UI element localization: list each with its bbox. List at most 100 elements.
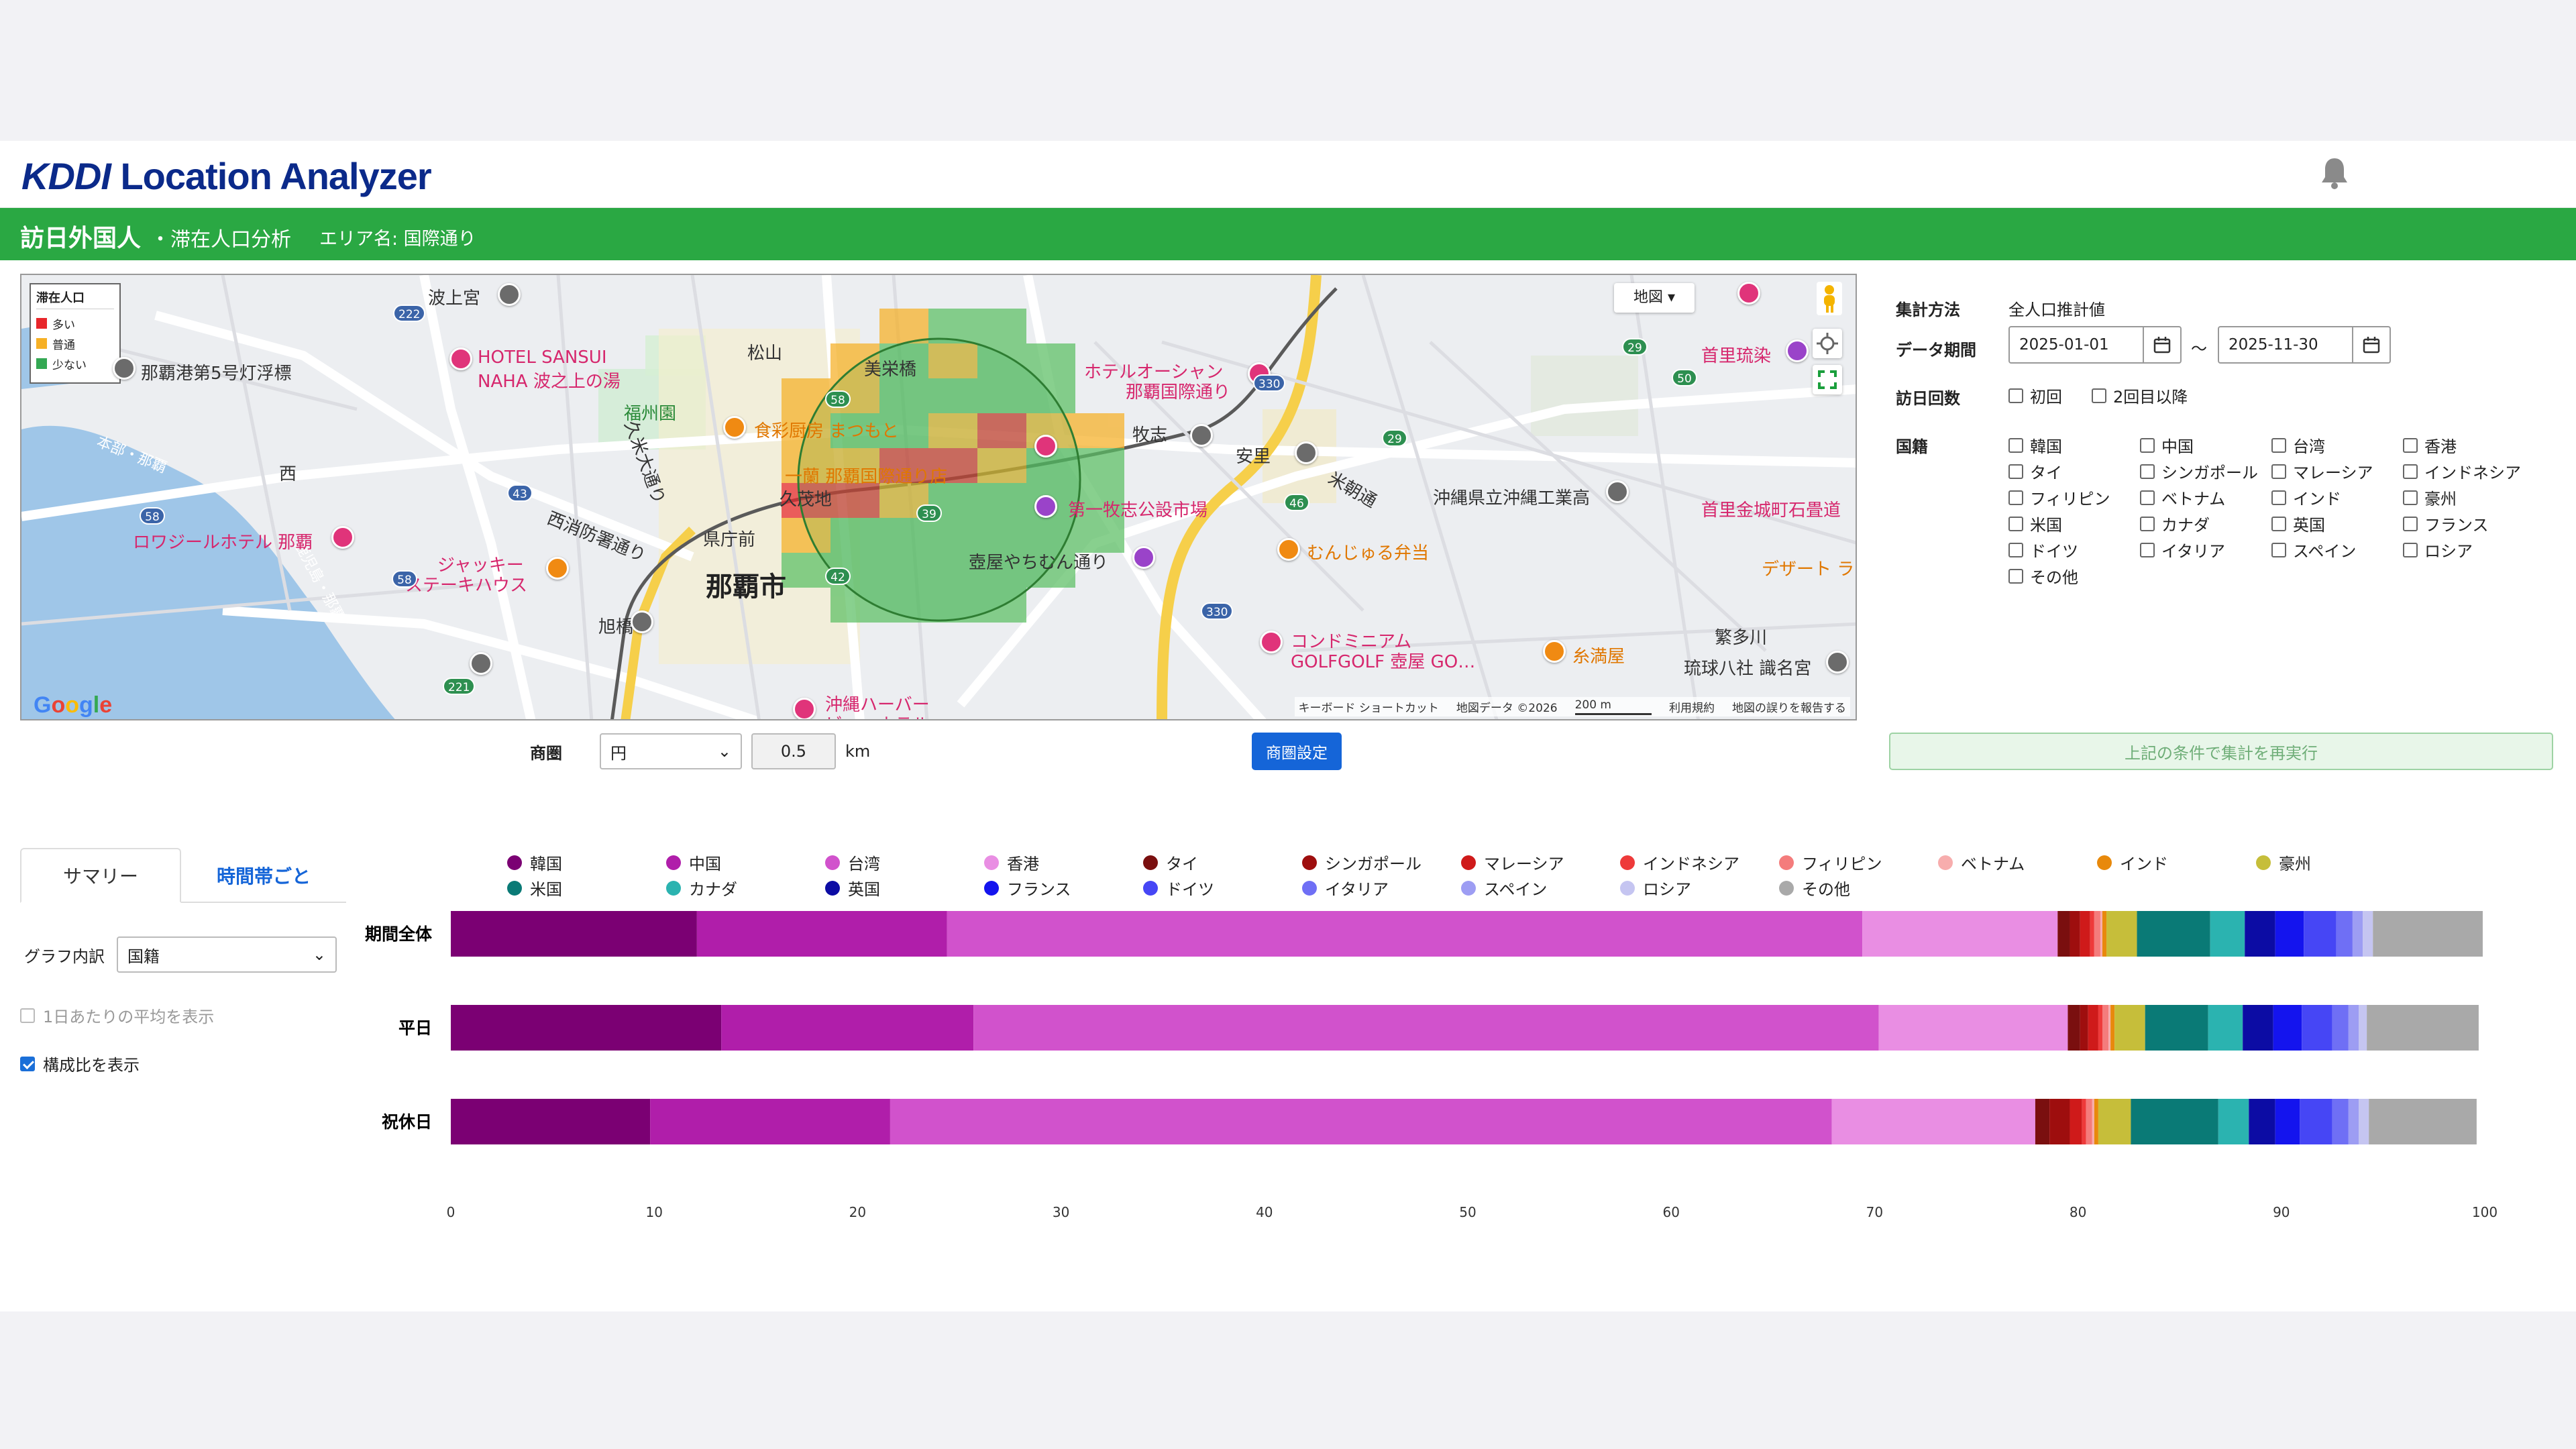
nationality-checkbox[interactable]: 豪州 xyxy=(2403,486,2457,509)
shrine-pin-icon[interactable] xyxy=(498,283,521,306)
lighthouse-pin-icon[interactable] xyxy=(113,357,136,380)
legend-entry[interactable]: ドイツ xyxy=(1143,876,1214,900)
hotel-pin-icon[interactable] xyxy=(449,347,472,370)
radius-input[interactable]: 0.5 xyxy=(751,733,836,769)
legend-entry[interactable]: 韓国 xyxy=(507,851,562,874)
bar-segment[interactable] xyxy=(2114,1005,2145,1051)
legend-entry[interactable]: その他 xyxy=(1779,876,1850,900)
bar-segment[interactable] xyxy=(2137,911,2210,957)
legend-entry[interactable]: カナダ xyxy=(666,876,737,900)
checkbox-box[interactable] xyxy=(2140,490,2155,505)
checkbox-box[interactable] xyxy=(2271,542,2286,557)
checkbox-box[interactable] xyxy=(2092,388,2106,403)
bar-segment[interactable] xyxy=(2102,911,2107,957)
bar-segment[interactable] xyxy=(2098,1099,2131,1144)
nationality-checkbox[interactable]: ドイツ xyxy=(2008,538,2078,561)
bar-segment[interactable] xyxy=(2080,911,2090,957)
checkbox-box[interactable] xyxy=(2271,516,2286,531)
bar-segment[interactable] xyxy=(947,911,1863,957)
bar-segment[interactable] xyxy=(2363,911,2373,957)
legend-entry[interactable]: フィリピン xyxy=(1779,851,1882,874)
checkbox-box[interactable] xyxy=(2403,464,2418,479)
legend-entry[interactable]: シンガポール xyxy=(1302,851,1421,874)
bar-segment[interactable] xyxy=(2098,1005,2102,1051)
nationality-checkbox[interactable]: フィリピン xyxy=(2008,486,2110,509)
report-error-link[interactable]: 地図の誤りを報告する xyxy=(1732,702,1846,715)
legend-entry[interactable]: スペイン xyxy=(1461,876,1547,900)
bar-segment[interactable] xyxy=(2348,1099,2359,1144)
legend-entry[interactable]: 香港 xyxy=(984,851,1039,874)
bar-segment[interactable] xyxy=(2070,1099,2082,1144)
restaurant-pin-icon[interactable] xyxy=(1543,640,1566,663)
legend-entry[interactable]: 米国 xyxy=(507,876,562,900)
bar-segment[interactable] xyxy=(2243,1005,2273,1051)
bar-segment[interactable] xyxy=(2082,1099,2086,1144)
bar-segment[interactable] xyxy=(2094,911,2100,957)
nationality-checkbox[interactable]: イタリア xyxy=(2140,538,2225,561)
shop-pin-icon[interactable] xyxy=(1786,339,1809,362)
bar-segment[interactable] xyxy=(2218,1099,2249,1144)
restaurant-pin-icon[interactable] xyxy=(1277,538,1300,561)
bar-segment[interactable] xyxy=(2275,1099,2300,1144)
bar-segment[interactable] xyxy=(2352,911,2363,957)
hotel-pin-icon[interactable] xyxy=(793,698,816,719)
nationality-checkbox[interactable]: シンガポール xyxy=(2140,460,2258,483)
nationality-checkbox[interactable]: ベトナム xyxy=(2140,486,2225,509)
bar-segment[interactable] xyxy=(451,911,697,957)
bar-segment[interactable] xyxy=(2131,1099,2218,1144)
checkbox-box[interactable] xyxy=(2008,437,2023,453)
shop-pin-icon[interactable] xyxy=(1132,546,1155,569)
keyboard-shortcuts-link[interactable]: キーボード ショートカット xyxy=(1298,702,1439,715)
tab-summary[interactable]: サマリー xyxy=(20,848,181,903)
checkbox-box[interactable] xyxy=(2008,516,2023,531)
checkbox-box[interactable] xyxy=(2008,490,2023,505)
nationality-checkbox[interactable]: 韓国 xyxy=(2008,433,2062,457)
checkbox-box-checked[interactable] xyxy=(20,1056,35,1071)
bar-segment[interactable] xyxy=(1831,1099,2035,1144)
checkbox-box[interactable] xyxy=(2403,437,2418,453)
bar-segment[interactable] xyxy=(2035,1099,2050,1144)
bar-segment[interactable] xyxy=(2367,1005,2479,1051)
checkbox-box[interactable] xyxy=(2008,388,2023,403)
hotel-pin-icon[interactable] xyxy=(1260,631,1283,653)
end-date-input[interactable]: 2025-11-30 xyxy=(2218,326,2391,364)
calendar-icon[interactable] xyxy=(2143,327,2180,362)
locate-me-button[interactable] xyxy=(1813,329,1842,358)
bell-icon[interactable] xyxy=(2318,156,2351,191)
bar-segment[interactable] xyxy=(2070,911,2080,957)
nationality-checkbox[interactable]: スペイン xyxy=(2271,538,2356,561)
restaurant-pin-icon[interactable] xyxy=(546,557,569,580)
checkbox-box[interactable] xyxy=(2140,437,2155,453)
terms-link[interactable]: 利用規約 xyxy=(1669,702,1715,715)
bar-segment[interactable] xyxy=(2102,1005,2109,1051)
bar-segment[interactable] xyxy=(2359,1099,2369,1144)
legend-entry[interactable]: ベトナム xyxy=(1938,851,2025,874)
visits-repeat-checkbox[interactable]: 2回目以降 xyxy=(2092,384,2188,407)
bar-segment[interactable] xyxy=(2373,911,2483,957)
bar-segment[interactable] xyxy=(2208,1005,2243,1051)
hotel-pin-icon[interactable] xyxy=(331,526,354,549)
bar-segment[interactable] xyxy=(2100,911,2102,957)
nationality-checkbox[interactable]: 台湾 xyxy=(2271,433,2325,457)
checkbox-box[interactable] xyxy=(2403,490,2418,505)
bar-segment[interactable] xyxy=(2080,1005,2088,1051)
bar-segment[interactable] xyxy=(2092,1099,2094,1144)
bar-segment[interactable] xyxy=(650,1099,890,1144)
area-shape-select[interactable]: 円 ⌄ xyxy=(600,733,742,769)
bar-segment[interactable] xyxy=(2106,911,2137,957)
bar-segment[interactable] xyxy=(2369,1099,2477,1144)
station-pin-icon[interactable] xyxy=(1295,441,1318,464)
nationality-checkbox[interactable]: タイ xyxy=(2008,460,2062,483)
legend-entry[interactable]: インド xyxy=(2097,851,2168,874)
legend-entry[interactable]: フランス xyxy=(984,876,1071,900)
shrine-pin-icon[interactable] xyxy=(1826,651,1849,674)
bar-segment[interactable] xyxy=(2332,1005,2349,1051)
nationality-checkbox[interactable]: 英国 xyxy=(2271,512,2325,535)
bar-segment[interactable] xyxy=(2086,1099,2092,1144)
bar-segment[interactable] xyxy=(2094,1099,2098,1144)
set-trade-area-button[interactable]: 商圏設定 xyxy=(1252,733,1342,770)
legend-entry[interactable]: インドネシア xyxy=(1620,851,1739,874)
hotel-pin-icon[interactable] xyxy=(1034,435,1057,458)
legend-entry[interactable]: 台湾 xyxy=(825,851,880,874)
nationality-checkbox[interactable]: 米国 xyxy=(2008,512,2062,535)
